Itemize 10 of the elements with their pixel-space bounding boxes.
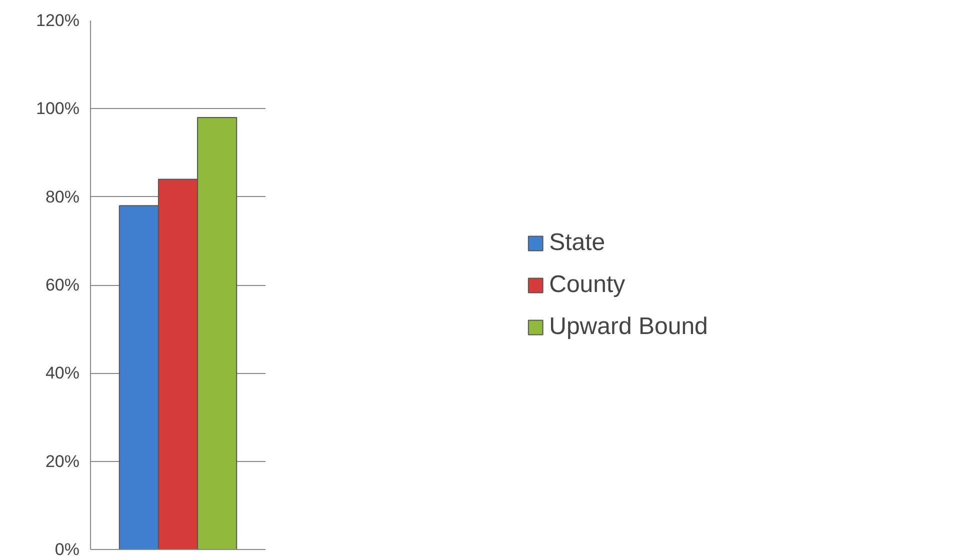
legend-label: Upward Bound	[549, 312, 708, 340]
y-tick-label: 120%	[36, 11, 80, 30]
y-tick-label: 60%	[45, 276, 80, 294]
legend-label: County	[549, 270, 626, 298]
legend-label: State	[549, 228, 606, 256]
y-tick-label: 100%	[36, 99, 80, 118]
y-tick-label: 40%	[45, 364, 80, 383]
y-tick-label: 20%	[45, 452, 80, 471]
y-tick-label: 80%	[45, 187, 80, 206]
y-tick-label: 0%	[54, 540, 80, 559]
